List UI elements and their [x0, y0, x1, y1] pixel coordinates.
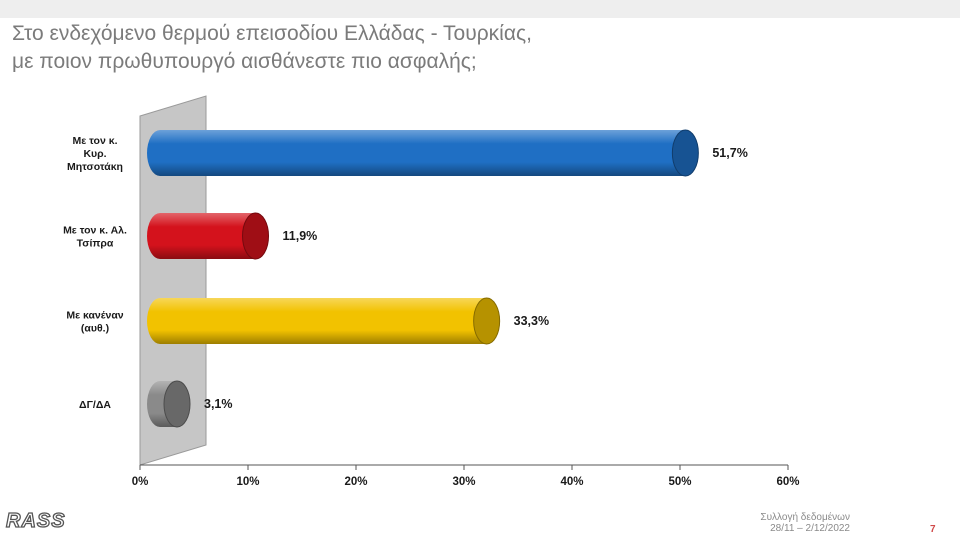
category-label-line: Κυρ.	[83, 148, 106, 160]
category-label-dk-na: ΔΓ/ΔΑ	[79, 399, 111, 411]
data-collection-label: Συλλογή δεδομένων	[760, 512, 850, 523]
category-label-line: Με τον κ. Αλ.	[63, 225, 127, 237]
value-label-tsipras: 11,9%	[283, 229, 318, 243]
bar-none	[147, 298, 500, 344]
x-tick-label: 60%	[776, 476, 799, 488]
bars-layer	[147, 129, 699, 428]
category-label-line: Τσίπρα	[77, 238, 114, 250]
x-tick-label: 20%	[344, 476, 367, 488]
category-label-line: Με κανέναν	[66, 310, 123, 322]
x-tick-label: 30%	[452, 476, 475, 488]
x-tick-label: 40%	[560, 476, 583, 488]
category-label-line: Με τον κ.	[73, 135, 118, 147]
category-label-line: (αυθ.)	[81, 323, 109, 335]
x-tick-label: 50%	[668, 476, 691, 488]
category-label-mitsotakis: Με τον κ. Κυρ. Μητσοτάκη	[67, 135, 123, 173]
x-tick-label: 10%	[236, 476, 259, 488]
top-bar	[0, 0, 960, 18]
data-collection-note: Συλλογή δεδομένων 28/11 – 2/12/2022	[700, 512, 850, 534]
category-label-line: Μητσοτάκη	[67, 161, 123, 173]
chart-title: Στο ενδεχόμενο θερμού επεισοδίου Ελλάδας…	[12, 20, 912, 76]
data-collection-dates: 28/11 – 2/12/2022	[770, 523, 850, 534]
bar-mitsotakis	[147, 130, 699, 176]
rass-logo: RASS	[5, 509, 66, 532]
bar-end-cap-tsipras	[242, 212, 270, 260]
category-label-line: ΔΓ/ΔΑ	[79, 399, 111, 411]
labels-layer: 51,7% Με τον κ. Κυρ. Μητσοτάκη 11,9% Με τον κ…	[63, 135, 748, 411]
chart-title-line-2: με ποιον πρωθυπουργό αισθάνεστε πιο ασφα…	[12, 50, 477, 73]
x-tick-label: 0%	[132, 476, 149, 488]
category-label-none: Με κανέναν (αυθ.)	[66, 310, 123, 335]
value-label-dk-na: 3,1%	[204, 397, 233, 411]
bar-end-cap-dk-na	[163, 380, 191, 428]
x-axis-ticks: 0% 10% 20% 30% 40% 50% 60%	[132, 465, 800, 488]
value-label-mitsotakis: 51,7%	[712, 146, 747, 160]
bar-end-cap-mitsotakis	[671, 129, 699, 177]
category-label-tsipras: Με τον κ. Αλ. Τσίπρα	[63, 225, 127, 250]
chart-title-line-1: Στο ενδεχόμενο θερμού επεισοδίου Ελλάδας…	[12, 22, 532, 45]
page-number: 7	[930, 524, 936, 535]
bar-end-cap-none	[473, 297, 501, 345]
chart-back-wall	[139, 95, 207, 466]
bar-tsipras	[147, 213, 269, 259]
value-label-none: 33,3%	[514, 314, 549, 328]
